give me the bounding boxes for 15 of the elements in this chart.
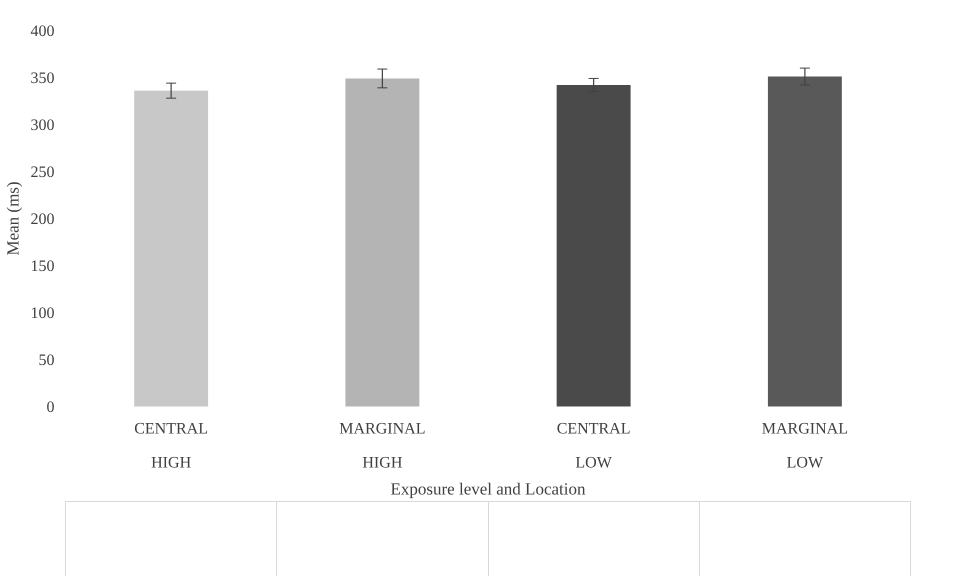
x-tick-label: MARGINAL HIGH (339, 420, 426, 472)
y-tick-label: 50 (38, 352, 54, 369)
x-axis-title: Exposure level and Location (390, 480, 586, 498)
y-tick-label: 400 (30, 23, 54, 40)
x-tick-label: CENTRAL LOW (556, 420, 631, 472)
y-tick-label: 150 (30, 258, 54, 275)
y-tick-label: 300 (30, 117, 54, 134)
y-tick-label: 0 (46, 399, 54, 416)
x-tick-label: CENTRAL HIGH (134, 420, 208, 472)
y-tick-label: 100 (30, 305, 54, 322)
x-tick-label: MARGINAL LOW (762, 420, 848, 472)
y-tick-label: 350 (30, 70, 54, 87)
y-axis-title: Mean (ms) (4, 181, 22, 256)
y-tick-label: 250 (30, 164, 54, 181)
y-tick-label: 200 (30, 211, 54, 228)
